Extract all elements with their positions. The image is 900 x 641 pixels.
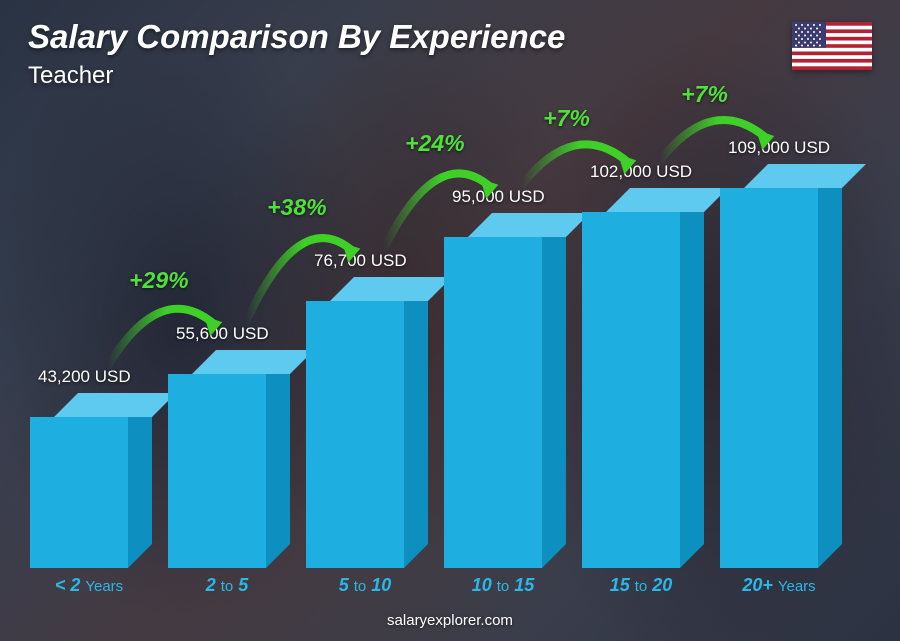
footer-credit: salaryexplorer.com bbox=[0, 612, 900, 629]
growth-arc bbox=[30, 100, 860, 596]
chart-container: Salary Comparison By Experience Teacher … bbox=[0, 0, 900, 641]
chart-subtitle: Teacher bbox=[28, 62, 113, 90]
flag-icon bbox=[792, 22, 872, 70]
chart-area: 43,200 USD< 2 Years55,600 USD2 to 5+29%7… bbox=[30, 100, 860, 596]
pct-increase-label: +7% bbox=[681, 81, 728, 108]
chart-title: Salary Comparison By Experience bbox=[28, 18, 565, 56]
